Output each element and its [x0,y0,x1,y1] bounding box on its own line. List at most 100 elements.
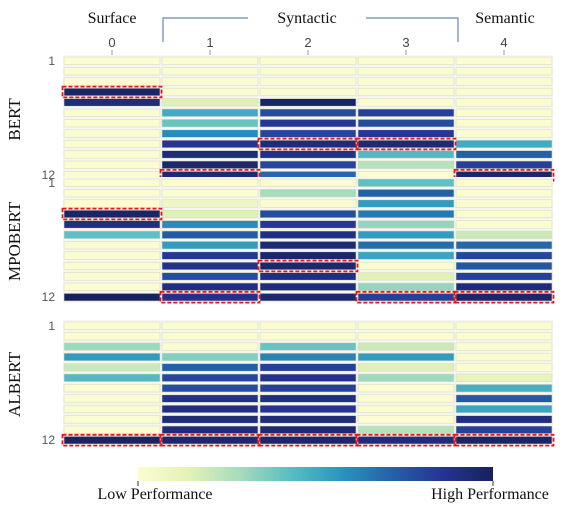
panel-background [161,320,259,446]
best-layer-highlight [257,259,359,273]
heatmap-cell [259,98,357,107]
heatmap-cell [259,293,357,302]
model-label-albert: ALBERT [5,351,24,417]
panel-background [161,177,259,303]
best-layer-highlight [159,433,261,447]
heatmap-cell [63,373,161,382]
panel-background [455,55,553,181]
heatmap-cell [259,352,357,362]
heatmap-cell [455,363,553,372]
layer-tick-12: 12 [42,433,56,447]
heatmap-cell [161,436,259,445]
heatmap-cell [63,332,161,341]
heatmap-cell [161,150,259,159]
panel-background [259,177,357,303]
heatmap-cell [455,56,553,65]
best-layer-highlight [61,207,163,221]
heatmap-cell [161,321,259,330]
heatmap-cell [259,160,357,169]
heatmap-cell [357,77,455,86]
best-layer-highlight [355,137,457,151]
syntactic-bracket [162,17,459,42]
heatmap-cell [455,272,553,281]
colorbar [138,467,493,481]
heatmap-cell [455,321,553,330]
heatmap-cell [259,415,357,424]
panel-background [357,55,455,181]
heatmap-cell [63,363,161,372]
heatmap-cell [63,67,161,76]
heatmap-cell [455,282,553,291]
best-layer-highlight [257,433,359,447]
model-block-bert: BERT 1 12 [5,54,555,182]
heatmap-cell [357,425,455,434]
panel-background [357,320,455,446]
heatmap-cell [161,282,259,291]
heatmap-cell [357,87,455,97]
heatmap-cell [63,56,161,65]
heatmap-cell [357,436,455,445]
heatmap-cell [161,230,259,239]
layer-tick-1: 1 [48,54,55,68]
heatmap-cell [63,384,161,393]
heatmap-cell [357,139,455,149]
heatmap-cell [259,67,357,76]
heatmap-cell [357,56,455,65]
heatmap-cell [455,293,553,302]
heatmap-cell [63,119,161,128]
heatmap-cell [357,251,455,260]
heatmap-cell [455,119,553,128]
heatmap-cell [161,98,259,107]
heatmap-cell [455,150,553,159]
heatmap-cell [357,129,455,138]
heatmap-cell [161,189,259,198]
heatmap-cell [455,87,553,97]
heatmap-cell [357,404,455,414]
layer-tick-12: 12 [42,290,56,304]
layer-tick-12: 12 [42,168,56,182]
heatmap-cell [357,415,455,424]
heatmap-cell [357,178,455,187]
layer-tick-1: 1 [48,176,55,190]
heatmap-cell [161,108,259,117]
heatmap-cell [161,272,259,281]
heatmap-cell [161,56,259,65]
heatmap-cell [161,209,259,219]
colorbar-high-label: High Performance [431,486,549,503]
model-label-mpobert: MPOBERT [5,201,24,281]
layer-tick-1: 1 [48,319,55,333]
heatmap-cell [161,77,259,86]
heatmap-cell [357,150,455,159]
heatmap-cell [63,160,161,169]
heatmap-cell [63,293,161,302]
column-label-3: 3 [402,35,409,50]
heatmap-cell [357,384,455,393]
heatmap-cell [63,139,161,149]
heatmap-cell [455,178,553,187]
heatmap-cell [259,425,357,434]
heatmap-cell [161,67,259,76]
heatmap-cell [357,230,455,239]
best-layer-highlight [257,137,359,151]
heatmap-cell [455,436,553,445]
heatmap-cell [455,241,553,250]
colorbar-low-label: Low Performance [97,486,212,503]
heatmap-cell [161,220,259,229]
heatmap-cell [259,87,357,97]
heatmap-cell [455,342,553,351]
column-label-4: 4 [500,35,507,50]
heatmap-cell [63,272,161,281]
heatmap-cell [357,209,455,219]
heatmap-cell [259,220,357,229]
heatmap-cell [259,436,357,445]
heatmap-cell [161,261,259,271]
heatmap-cell [161,87,259,97]
heatmap-cell [161,241,259,250]
heatmap-cell [161,384,259,393]
heatmap-cell [357,352,455,362]
heatmap-cell [455,108,553,117]
heatmap-cell [259,119,357,128]
heatmap-cell [357,332,455,341]
heatmap-cell [63,352,161,362]
heatmap-cell [259,129,357,138]
